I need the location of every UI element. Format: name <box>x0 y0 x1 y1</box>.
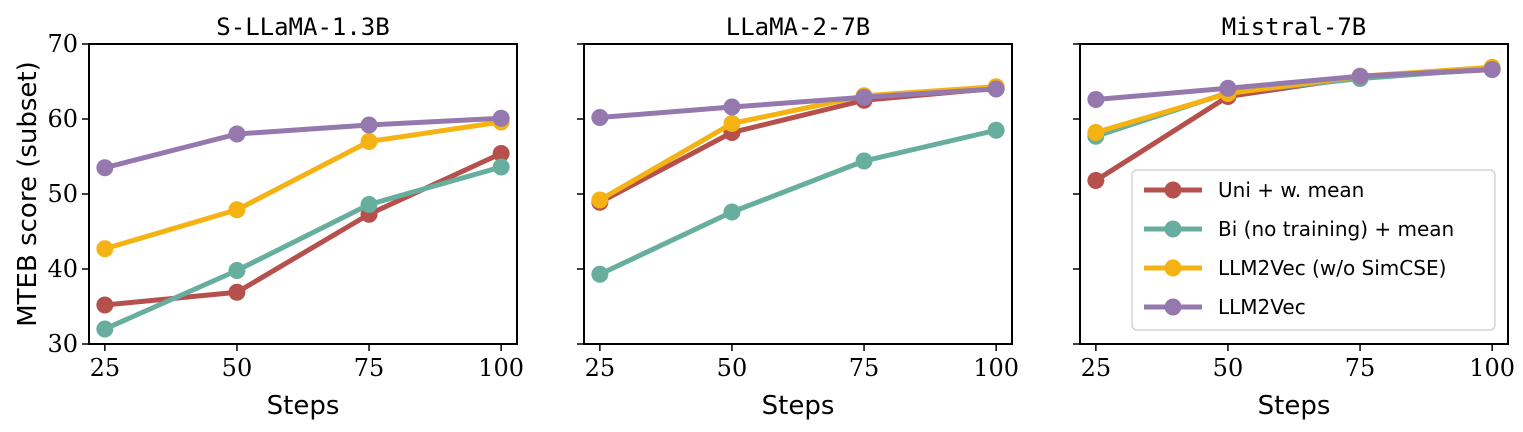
x-tick-label: 75 <box>849 354 880 382</box>
series-2 <box>96 158 510 338</box>
data-point <box>1351 67 1369 85</box>
data-point <box>96 320 114 338</box>
data-point <box>96 240 114 258</box>
data-point <box>1087 172 1105 189</box>
x-axis-label: Steps <box>762 391 835 421</box>
data-point <box>228 283 246 301</box>
data-point <box>1087 124 1105 141</box>
data-point <box>228 201 246 219</box>
y-tick-label: 50 <box>47 180 78 208</box>
series-4 <box>1087 61 1501 108</box>
data-point <box>360 196 378 213</box>
series-line <box>102 164 504 332</box>
data-point <box>492 109 510 127</box>
series-4 <box>591 80 1005 126</box>
data-point <box>591 109 609 126</box>
x-tick-label: 75 <box>354 354 385 382</box>
x-tick-label: 50 <box>222 354 253 382</box>
data-point <box>96 159 114 177</box>
data-point <box>591 265 609 283</box>
panel-title: Mistral-7B <box>1222 13 1367 41</box>
data-point <box>1219 79 1237 97</box>
x-tick-label: 25 <box>1081 354 1112 382</box>
data-point <box>987 80 1005 98</box>
panel-2: LLaMA-2-7B 25 50 75 100 Steps <box>577 13 1019 421</box>
panel-title: S-LLaMA-1.3B <box>216 13 389 41</box>
series-line <box>597 127 999 277</box>
data-point <box>360 116 378 134</box>
series-line <box>1093 67 1495 102</box>
legend-label: Bi (no training) + mean <box>1218 217 1454 241</box>
x-tick-label: 50 <box>1213 354 1244 382</box>
data-point <box>360 133 378 150</box>
legend-swatch-marker <box>1164 181 1182 199</box>
legend-item: LLM2Vec (w/o SimCSE) <box>1144 256 1446 280</box>
legend-item: LLM2Vec <box>1144 295 1306 319</box>
legend-box <box>1131 169 1496 331</box>
panel-3: Mistral-7B 25 50 75 100 Steps Uni + w. mean Bi … <box>1073 13 1515 421</box>
data-point <box>987 121 1005 139</box>
legend-label: Uni + w. mean <box>1218 178 1364 202</box>
data-point <box>855 152 873 170</box>
x-axis-label: Steps <box>1258 391 1331 421</box>
data-point <box>591 191 609 209</box>
x-tick-label: 75 <box>1345 354 1376 382</box>
series-line <box>102 119 504 252</box>
y-axis-label: MTEB score (subset) <box>13 61 43 327</box>
legend-item: Uni + w. mean <box>1144 178 1364 202</box>
data-point <box>228 125 246 143</box>
data-point <box>492 158 510 176</box>
series-1 <box>96 145 510 314</box>
data-point <box>723 98 741 116</box>
axes-frame <box>583 43 1013 345</box>
x-tick-label: 100 <box>478 354 524 382</box>
data-point <box>492 145 510 162</box>
x-tick-label: 25 <box>585 354 616 382</box>
axes-frame <box>1079 43 1509 345</box>
data-point <box>723 115 741 132</box>
y-tick-label: 40 <box>47 255 78 283</box>
legend-label: LLM2Vec (w/o SimCSE) <box>1218 256 1446 280</box>
panel-1: S-LLaMA-1.3B 30 40 50 60 70 25 50 75 100 Steps MTEB… <box>13 13 524 421</box>
legend-swatch-marker <box>1164 298 1182 316</box>
series-4 <box>96 109 510 177</box>
axes-frame <box>88 43 518 345</box>
data-point <box>855 88 873 106</box>
series-line <box>1093 66 1495 139</box>
data-point <box>96 296 114 314</box>
legend-label: LLM2Vec <box>1218 295 1306 319</box>
x-tick-label: 50 <box>717 354 748 382</box>
series-line <box>102 115 504 171</box>
data-point <box>1483 61 1501 78</box>
legend-swatch-marker <box>1164 259 1182 277</box>
series-2 <box>591 121 1005 283</box>
legend-swatch-marker <box>1164 220 1182 238</box>
series-line <box>597 86 999 120</box>
legend: Uni + w. mean Bi (no training) + mean LLM2… <box>1131 169 1496 331</box>
legend-item: Bi (no training) + mean <box>1144 217 1454 241</box>
x-tick-label: 100 <box>1469 354 1515 382</box>
data-point <box>723 203 741 221</box>
y-tick-label: 30 <box>47 330 78 358</box>
x-tick-label: 25 <box>90 354 121 382</box>
series-line <box>1093 64 1495 135</box>
data-point <box>228 262 246 279</box>
x-axis-label: Steps <box>267 391 340 421</box>
y-tick-label: 60 <box>47 105 78 133</box>
y-tick-label: 70 <box>47 30 78 58</box>
panel-title: LLaMA-2-7B <box>726 13 871 41</box>
x-tick-label: 100 <box>973 354 1019 382</box>
data-point <box>1087 91 1105 108</box>
